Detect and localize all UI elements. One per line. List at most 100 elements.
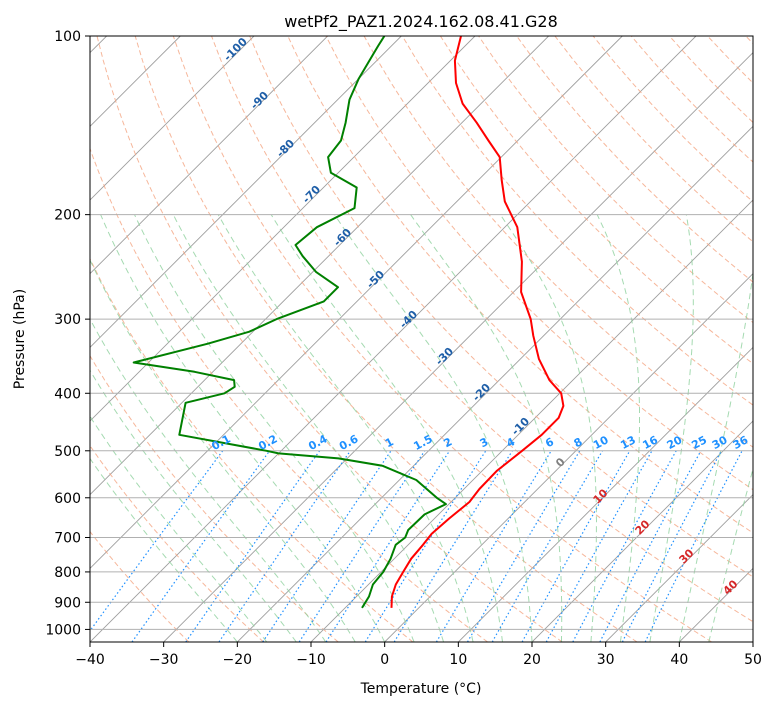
- moist-adiabat: [90, 369, 297, 642]
- mixing-ratio-label: 1.5: [411, 432, 434, 453]
- mixing-ratio-line: [218, 450, 351, 642]
- x-tick-label: 40: [670, 652, 688, 668]
- isotherm: [90, 36, 697, 642]
- profiles: [132, 36, 565, 609]
- isotherm: [310, 199, 753, 642]
- mixing-ratio-label: 25: [689, 433, 709, 452]
- mixing-ratio-line: [364, 450, 487, 642]
- potential-temperature-label: -30: [433, 345, 456, 368]
- y-tick-label: 100: [54, 29, 81, 45]
- isotherm: [679, 567, 753, 642]
- isotherm: [90, 36, 402, 348]
- dry-adiabat: [516, 36, 753, 283]
- isotherm: [605, 494, 753, 642]
- y-tick-label: 1000: [45, 622, 81, 638]
- dry-adiabat: [90, 444, 264, 642]
- moist-adiabat: [410, 214, 563, 642]
- mixing-ratio-line: [262, 450, 392, 642]
- dry-adiabat: [249, 36, 753, 578]
- dry-adiabat: [211, 36, 753, 623]
- dry-adiabat: [325, 36, 753, 491]
- mixing-ratio-label: 10: [591, 433, 611, 452]
- dry-adiabat: [90, 257, 414, 642]
- isotherm: [90, 36, 328, 275]
- isotherm: [90, 36, 623, 569]
- moist-adiabat: [217, 214, 474, 642]
- mixing-ratio-line: [521, 450, 631, 642]
- mixing-ratio-label: 20: [665, 433, 685, 452]
- isotherm: [237, 125, 753, 642]
- line-labels: 0.1 0.2 0.4 0.6 1 1.5 2 3 4 6 8 10 13 16 20 25 30 36-100-…: [209, 35, 750, 598]
- moist-adiabat: [90, 415, 268, 642]
- potential-temperature-label: -70: [300, 183, 323, 206]
- isotherm: [90, 36, 549, 496]
- y-tick-label: 600: [54, 491, 81, 507]
- x-tick-label: −10: [296, 652, 326, 668]
- potential-temperature-label: -50: [364, 268, 387, 291]
- mixing-ratio-label: 1: [383, 435, 396, 450]
- y-tick-label: 700: [54, 531, 81, 547]
- dewpoint-profile: [132, 36, 447, 609]
- x-axis-title: Temperature (°C): [360, 681, 482, 697]
- mixing-ratio-line: [185, 450, 321, 642]
- mixing-ratio-label: 36: [731, 433, 751, 452]
- isotherm: [163, 52, 753, 642]
- x-tick-label: −30: [149, 652, 179, 668]
- x-tick-label: 50: [744, 652, 762, 668]
- x-tick-label: −20: [223, 652, 253, 668]
- dry-adiabat: [90, 530, 190, 642]
- wet-bulb-label: 0: [553, 455, 568, 470]
- moist-adiabat: [334, 214, 533, 642]
- moist-adiabat: [172, 214, 445, 642]
- wet-bulb-label: 30: [677, 546, 697, 566]
- moist-adiabat: [90, 258, 356, 642]
- mixing-ratio-line: [572, 450, 677, 642]
- wet-bulb-label: 10: [591, 486, 611, 506]
- mixing-ratio-label: 13: [618, 433, 638, 452]
- mixing-ratio-label: 30: [710, 433, 730, 452]
- y-tick-label: 500: [54, 444, 81, 460]
- mixing-ratio-line: [644, 450, 743, 642]
- x-tick-label: −40: [75, 652, 105, 668]
- moist-adiabat: [90, 318, 327, 642]
- mixing-ratio-label: 6: [543, 435, 556, 450]
- mixing-ratio-line: [325, 450, 451, 642]
- isotherm: [531, 420, 753, 642]
- isotherm: [458, 346, 753, 642]
- plot-frame: [89, 35, 754, 643]
- potential-temperature-label: -90: [248, 89, 271, 112]
- potential-temperature-label: -80: [274, 137, 297, 160]
- y-tick-label: 300: [54, 312, 81, 328]
- y-tick-label: 400: [54, 386, 81, 402]
- isotherm: [90, 36, 476, 422]
- x-tick-label: 30: [597, 652, 615, 668]
- mixing-ratio-label: 0.1: [209, 432, 232, 453]
- mixing-ratio-label: 0.2: [256, 432, 279, 453]
- mixing-ratio-line: [435, 450, 552, 642]
- pressure-gridlines: [90, 36, 753, 630]
- mixing-ratio-label: 16: [640, 433, 660, 452]
- isotherm: [384, 273, 753, 642]
- wet-bulb-label: 40: [721, 577, 741, 597]
- dry-adiabat: [554, 36, 753, 243]
- chart-title: wetPf2_PAZ1.2024.162.08.41.G28: [284, 12, 558, 32]
- x-axis: −40 −30 −20 −10 0 10 20 30 40 50: [75, 642, 762, 668]
- mixing-ratio-line: [545, 450, 653, 642]
- dry-adiabat: [745, 36, 753, 45]
- moist-adiabat: [596, 214, 640, 642]
- dry-adiabat: [172, 36, 712, 642]
- mixing-ratio-label: 0.6: [337, 432, 361, 453]
- y-axis-title: Pressure (hPa): [12, 289, 28, 389]
- background-lines: [90, 36, 753, 642]
- moist-adiabat: [678, 269, 753, 642]
- x-tick-label: 20: [523, 652, 541, 668]
- dry-adiabat: [363, 36, 753, 448]
- x-tick-label: 0: [380, 652, 389, 668]
- dry-adiabat: [96, 36, 563, 642]
- moist-adiabat: [270, 214, 503, 642]
- isotherm: [752, 641, 753, 642]
- potential-temperature-label: -10: [509, 415, 532, 438]
- mixing-ratio-line: [466, 450, 581, 642]
- mixing-ratio-line: [131, 450, 271, 642]
- moist-adiabat: [90, 457, 238, 642]
